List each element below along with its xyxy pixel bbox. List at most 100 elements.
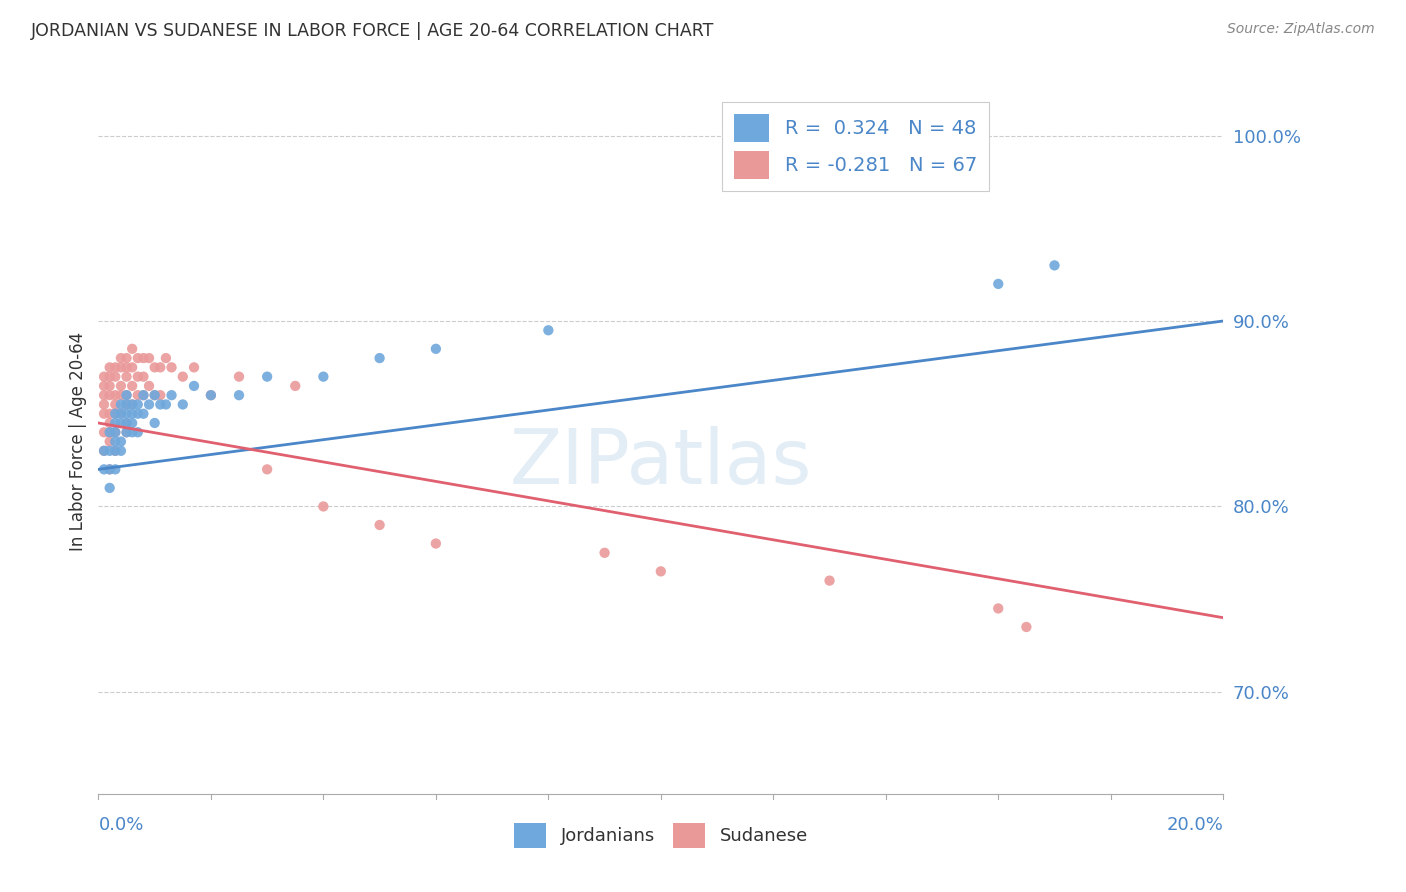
Y-axis label: In Labor Force | Age 20-64: In Labor Force | Age 20-64 (69, 332, 87, 551)
Point (98, 407, 121, 421)
Point (93, 443, 115, 458)
Point (127, 369, 149, 384)
Point (104, 416, 127, 430)
Point (93, 388, 115, 402)
Point (368, 518, 391, 533)
Point (110, 351, 132, 365)
Point (115, 388, 138, 402)
Point (160, 360, 183, 375)
Point (127, 388, 149, 402)
Point (312, 500, 335, 514)
Point (132, 388, 155, 402)
Point (98, 388, 121, 402)
Point (593, 546, 616, 560)
Point (132, 388, 155, 402)
Point (987, 277, 1010, 291)
Point (138, 379, 160, 393)
Text: Source: ZipAtlas.com: Source: ZipAtlas.com (1227, 22, 1375, 37)
Point (93, 425, 115, 440)
Point (537, 323, 560, 337)
Point (256, 369, 278, 384)
Point (172, 369, 194, 384)
Point (110, 407, 132, 421)
Point (228, 369, 250, 384)
Point (1043, 258, 1066, 272)
Point (200, 388, 222, 402)
Point (127, 407, 149, 421)
Point (115, 425, 138, 440)
Point (121, 425, 143, 440)
Point (98, 425, 121, 440)
Point (98, 416, 121, 430)
Point (104, 369, 127, 384)
Point (104, 425, 127, 440)
Point (104, 443, 127, 458)
Point (818, 574, 841, 588)
Point (104, 397, 127, 411)
Point (115, 416, 138, 430)
Point (368, 351, 391, 365)
Point (98, 369, 121, 384)
Point (138, 397, 160, 411)
Point (98, 379, 121, 393)
Point (110, 434, 132, 449)
Point (121, 407, 143, 421)
Point (143, 388, 166, 402)
Point (127, 351, 149, 365)
Point (121, 379, 143, 393)
Point (183, 379, 205, 393)
Point (104, 360, 127, 375)
Point (98, 425, 121, 440)
Point (155, 351, 177, 365)
Point (98, 462, 121, 476)
Point (149, 388, 172, 402)
Point (155, 397, 177, 411)
Point (93, 397, 115, 411)
Point (312, 369, 335, 384)
Point (93, 462, 115, 476)
Point (143, 360, 166, 375)
Text: 0.0%: 0.0% (98, 816, 143, 834)
Point (115, 397, 138, 411)
Point (1015, 620, 1038, 634)
Point (115, 407, 138, 421)
Point (127, 425, 149, 440)
Text: JORDANIAN VS SUDANESE IN LABOR FORCE | AGE 20-64 CORRELATION CHART: JORDANIAN VS SUDANESE IN LABOR FORCE | A… (31, 22, 714, 40)
Point (121, 397, 143, 411)
Point (93, 369, 115, 384)
Point (98, 360, 121, 375)
Point (127, 397, 149, 411)
Point (143, 416, 166, 430)
Point (110, 379, 132, 393)
Point (121, 360, 143, 375)
Point (104, 407, 127, 421)
Point (98, 462, 121, 476)
Point (93, 407, 115, 421)
Point (115, 360, 138, 375)
Point (93, 379, 115, 393)
Point (132, 369, 155, 384)
Point (132, 351, 155, 365)
Point (110, 416, 132, 430)
Point (149, 397, 172, 411)
Point (115, 388, 138, 402)
Point (425, 536, 447, 550)
Point (200, 388, 222, 402)
Legend: Jordanians, Sudanese: Jordanians, Sudanese (506, 815, 815, 855)
Point (987, 601, 1010, 615)
Point (115, 397, 138, 411)
Point (132, 407, 155, 421)
Point (650, 565, 672, 579)
Point (98, 434, 121, 449)
Point (115, 369, 138, 384)
Point (110, 407, 132, 421)
Point (256, 462, 278, 476)
Point (160, 388, 183, 402)
Point (138, 351, 160, 365)
Point (121, 416, 143, 430)
Point (115, 425, 138, 440)
Point (104, 443, 127, 458)
Point (110, 443, 132, 458)
Point (143, 388, 166, 402)
Point (98, 481, 121, 495)
